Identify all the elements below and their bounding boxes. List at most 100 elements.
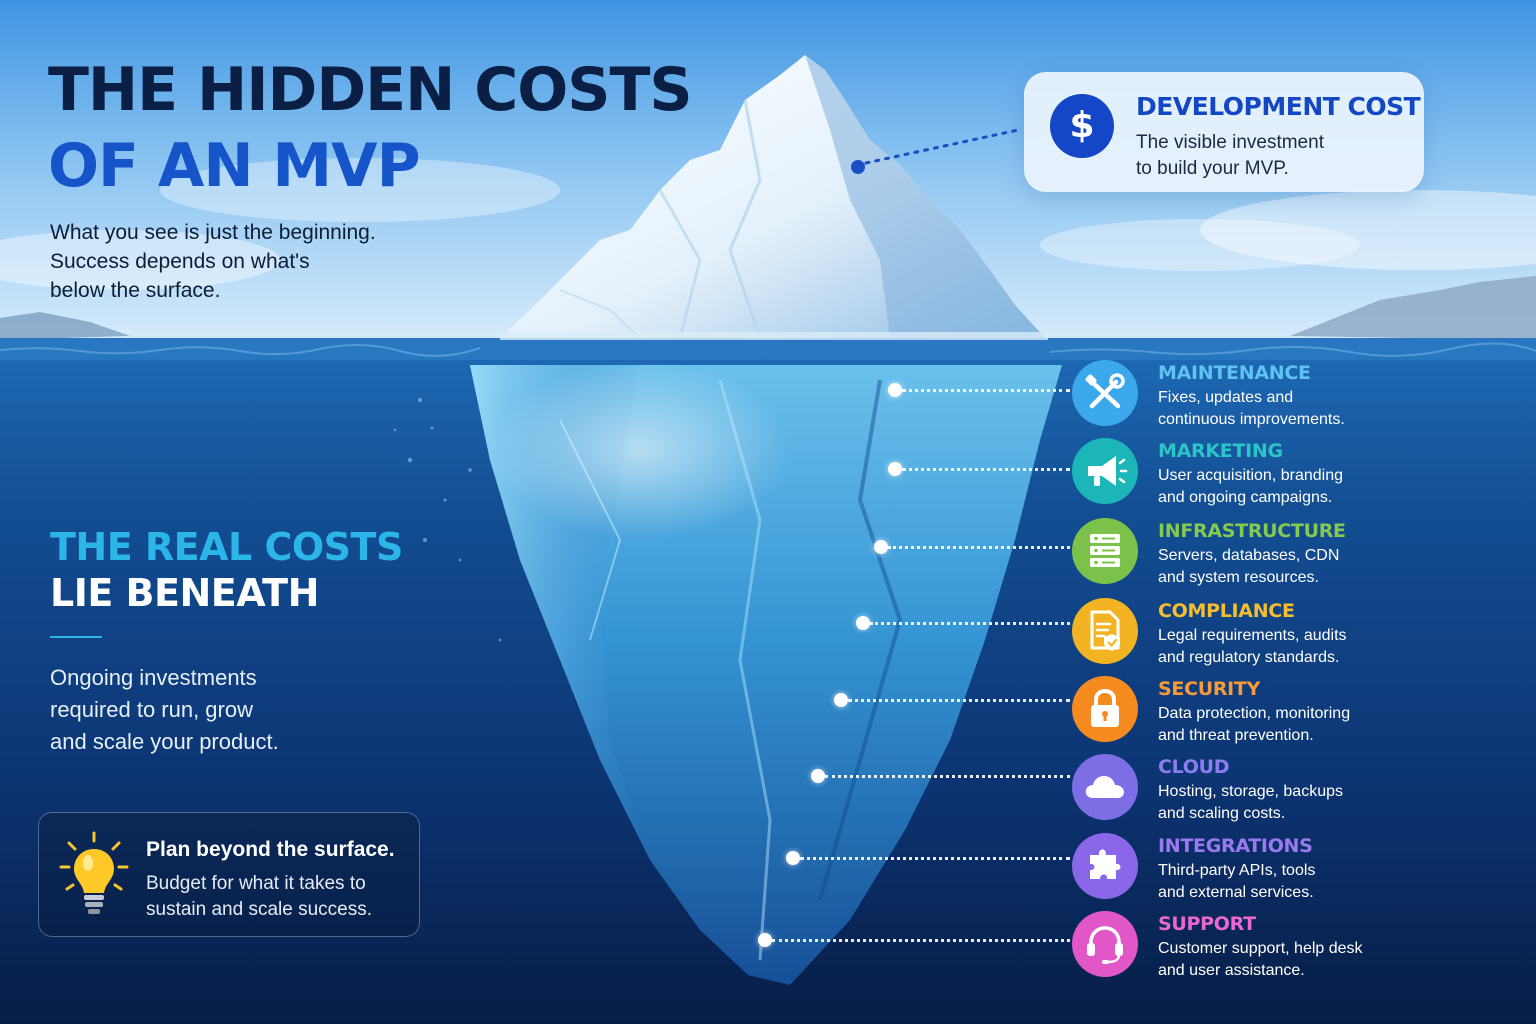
maintenance-description: Fixes, updates and continuous improvemen… xyxy=(1158,387,1345,430)
cost-item-integrations: INTEGRATIONS Third-party APIs, tools and… xyxy=(1072,833,1492,903)
document-shield-icon xyxy=(1090,610,1120,651)
cost-item-support: SUPPORT Customer support, help desk and … xyxy=(1072,911,1492,981)
connector-dot xyxy=(856,616,870,630)
integrations-description: Third-party APIs, tools and external ser… xyxy=(1158,860,1315,903)
megaphone-icon xyxy=(1088,456,1128,486)
beneath-desc-line-1: Ongoing investments xyxy=(50,665,257,690)
beneath-heading: THE REAL COSTS LIE BENEATH xyxy=(50,524,403,616)
security-desc-line-1: Data protection, monitoring xyxy=(1158,705,1351,722)
cloud-title: CLOUD xyxy=(1158,756,1230,778)
security-title: SECURITY xyxy=(1158,678,1261,700)
connector-dot xyxy=(888,462,902,476)
compliance-icon-badge xyxy=(1072,598,1138,664)
beneath-heading-line-2: LIE BENEATH xyxy=(50,571,319,615)
title-line-1: THE HIDDEN COSTS xyxy=(48,55,693,125)
integrations-desc-line-2: and external services. xyxy=(1158,883,1314,901)
marketing-title: MARKETING xyxy=(1158,440,1283,462)
subtitle-line-1: What you see is just the beginning. xyxy=(50,221,376,244)
connector-dot xyxy=(786,851,800,865)
subtitle: What you see is just the beginning. Succ… xyxy=(50,218,430,305)
tip-title: Plan beyond the surface. xyxy=(146,838,395,861)
cloud-icon xyxy=(1085,776,1124,798)
tip-description: Budget for what it takes to sustain and … xyxy=(146,871,372,923)
connector-line xyxy=(772,939,1070,942)
infrastructure-desc-line-2: and system resources. xyxy=(1158,568,1319,586)
development-cost-desc-line-2: to build your MVP. xyxy=(1136,158,1289,179)
cost-item-infrastructure: INFRASTRUCTURE Servers, databases, CDN a… xyxy=(1072,518,1492,588)
connector-dot xyxy=(758,933,772,947)
cost-item-compliance: COMPLIANCE Legal requirements, audits an… xyxy=(1072,598,1492,668)
cloud-description: Hosting, storage, backups and scaling co… xyxy=(1158,781,1343,824)
subtitle-line-2: Success depends on what's xyxy=(50,250,310,273)
cost-item-maintenance: MAINTENANCE Fixes, updates and continuou… xyxy=(1072,360,1492,430)
beneath-desc-line-3: and scale your product. xyxy=(50,729,279,754)
connector-line xyxy=(848,699,1070,702)
server-icon xyxy=(1090,534,1120,567)
connector-dot xyxy=(888,383,902,397)
connector-dot xyxy=(811,769,825,783)
compliance-description: Legal requirements, audits and regulator… xyxy=(1158,625,1347,668)
cloud-icon-badge xyxy=(1072,754,1138,820)
infrastructure-icon-badge xyxy=(1072,518,1138,584)
subtitle-line-3: below the surface. xyxy=(50,279,221,302)
tip-box: Plan beyond the surface. Budget for what… xyxy=(38,812,420,937)
development-cost-description: The visible investment to build your MVP… xyxy=(1136,130,1324,182)
security-icon-badge xyxy=(1072,676,1138,742)
connector-line xyxy=(800,857,1070,860)
support-desc-line-2: and user assistance. xyxy=(1158,961,1305,979)
connector-line xyxy=(888,546,1070,549)
cloud-desc-line-1: Hosting, storage, backups xyxy=(1158,783,1343,800)
cost-item-cloud: CLOUD Hosting, storage, backups and scal… xyxy=(1072,754,1492,824)
compliance-title: COMPLIANCE xyxy=(1158,600,1295,622)
infrastructure-desc-line-1: Servers, databases, CDN xyxy=(1158,547,1340,564)
marketing-description: User acquisition, branding and ongoing c… xyxy=(1158,465,1343,508)
security-description: Data protection, monitoring and threat p… xyxy=(1158,703,1350,746)
tools-icon xyxy=(1085,373,1125,409)
marketing-desc-line-1: User acquisition, branding xyxy=(1158,467,1343,484)
title-line-2: OF AN MVP xyxy=(48,131,421,201)
integrations-desc-line-1: Third-party APIs, tools xyxy=(1158,862,1316,879)
connector-line xyxy=(902,389,1070,392)
connector-line xyxy=(870,622,1070,625)
maintenance-icon-badge xyxy=(1072,360,1138,426)
development-cost-desc-line-1: The visible investment xyxy=(1136,132,1324,153)
connector-dot xyxy=(834,693,848,707)
cost-item-marketing: MARKETING User acquisition, branding and… xyxy=(1072,438,1492,508)
page-title: THE HIDDEN COSTS OF AN MVP xyxy=(48,52,693,204)
lightbulb-icon xyxy=(59,831,129,914)
security-desc-line-2: and threat prevention. xyxy=(1158,726,1314,744)
maintenance-title: MAINTENANCE xyxy=(1158,362,1311,384)
beneath-desc-line-2: required to run, grow xyxy=(50,697,253,722)
marketing-desc-line-2: and ongoing campaigns. xyxy=(1158,488,1333,506)
integrations-title: INTEGRATIONS xyxy=(1158,835,1313,857)
beneath-heading-line-1: THE REAL COSTS xyxy=(50,525,403,569)
maintenance-desc-line-2: continuous improvements. xyxy=(1158,410,1345,428)
connector-dot xyxy=(874,540,888,554)
cloud-desc-line-2: and scaling costs. xyxy=(1158,804,1286,822)
cost-item-security: SECURITY Data protection, monitoring and… xyxy=(1072,676,1492,746)
marketing-icon-badge xyxy=(1072,438,1138,504)
headset-icon xyxy=(1087,926,1123,964)
puzzle-icon xyxy=(1090,849,1121,879)
infrastructure-description: Servers, databases, CDN and system resou… xyxy=(1158,545,1339,588)
connector-line xyxy=(825,775,1070,778)
integrations-icon-badge xyxy=(1072,833,1138,899)
support-icon-badge xyxy=(1072,911,1138,977)
infrastructure-title: INFRASTRUCTURE xyxy=(1158,520,1346,542)
tip-desc-line-1: Budget for what it takes to xyxy=(146,873,366,894)
lock-icon xyxy=(1091,688,1119,727)
support-title: SUPPORT xyxy=(1158,913,1256,935)
support-desc-line-1: Customer support, help desk xyxy=(1158,940,1363,957)
compliance-desc-line-1: Legal requirements, audits xyxy=(1158,627,1347,644)
maintenance-desc-line-1: Fixes, updates and xyxy=(1158,389,1294,406)
beneath-description: Ongoing investments required to run, gro… xyxy=(50,662,279,758)
support-description: Customer support, help desk and user ass… xyxy=(1158,938,1363,981)
heading-divider xyxy=(50,636,102,638)
development-cost-title: DEVELOPMENT COST xyxy=(1136,92,1421,121)
compliance-desc-line-2: and regulatory standards. xyxy=(1158,648,1340,666)
development-cost-card: $ DEVELOPMENT COST The visible investmen… xyxy=(1024,72,1424,192)
connector-line xyxy=(902,468,1070,471)
tip-desc-line-2: sustain and scale success. xyxy=(146,899,373,920)
dollar-icon: $ xyxy=(1050,94,1114,158)
